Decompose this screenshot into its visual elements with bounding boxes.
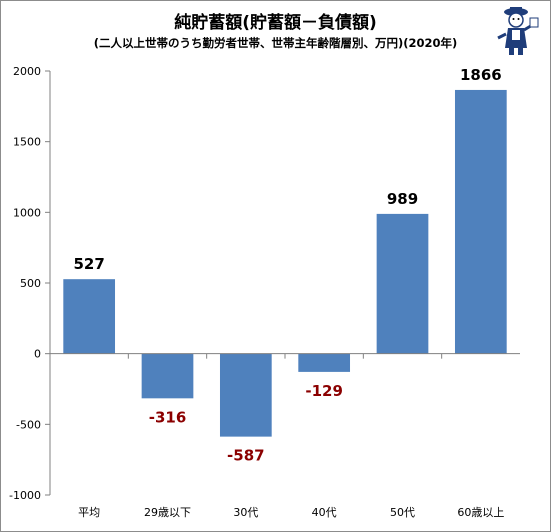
x-tick-label: 60歳以上	[457, 506, 504, 519]
data-label: -587	[227, 447, 265, 465]
y-tick-label: 1500	[13, 136, 41, 149]
x-tick-label: 30代	[233, 506, 258, 519]
y-axis: 2000 1500 1000 500 0 -500 -1000	[9, 65, 51, 502]
chart-title: 純貯蓄額(貯蓄額－負債額)	[174, 13, 377, 33]
y-tick-label: -1000	[9, 489, 41, 502]
chart-subtitle: (二人以上世帯のうち勤労者世帯、世帯主年齢階層別、万円)(2020年)	[93, 36, 458, 50]
bar	[219, 353, 272, 437]
y-tick-label: 0	[34, 348, 41, 361]
y-tick-label: 1000	[13, 206, 41, 219]
x-tick-label: 50代	[390, 506, 415, 519]
y-tick-label: 500	[20, 277, 41, 290]
bar	[141, 353, 194, 399]
bar	[63, 279, 116, 354]
data-label: 527	[74, 255, 105, 273]
data-labels: 527 -316 -587 -129 989 1866	[74, 66, 502, 465]
bar	[376, 213, 429, 354]
data-label: 989	[387, 190, 418, 208]
data-label: -316	[149, 408, 187, 426]
x-tick-label: 平均	[78, 506, 100, 519]
x-tick-label: 29歳以下	[144, 506, 191, 519]
y-tick-label: 2000	[13, 65, 41, 78]
x-tick-label: 40代	[312, 506, 337, 519]
bar	[298, 353, 351, 372]
x-axis: 平均 29歳以下 30代 40代 50代 60歳以上	[50, 353, 520, 519]
bar	[454, 89, 507, 354]
mascot-logo	[497, 7, 539, 55]
y-tick-label: -500	[16, 418, 41, 431]
data-label: -129	[305, 382, 343, 400]
data-label: 1866	[460, 66, 502, 84]
bars	[63, 89, 507, 437]
